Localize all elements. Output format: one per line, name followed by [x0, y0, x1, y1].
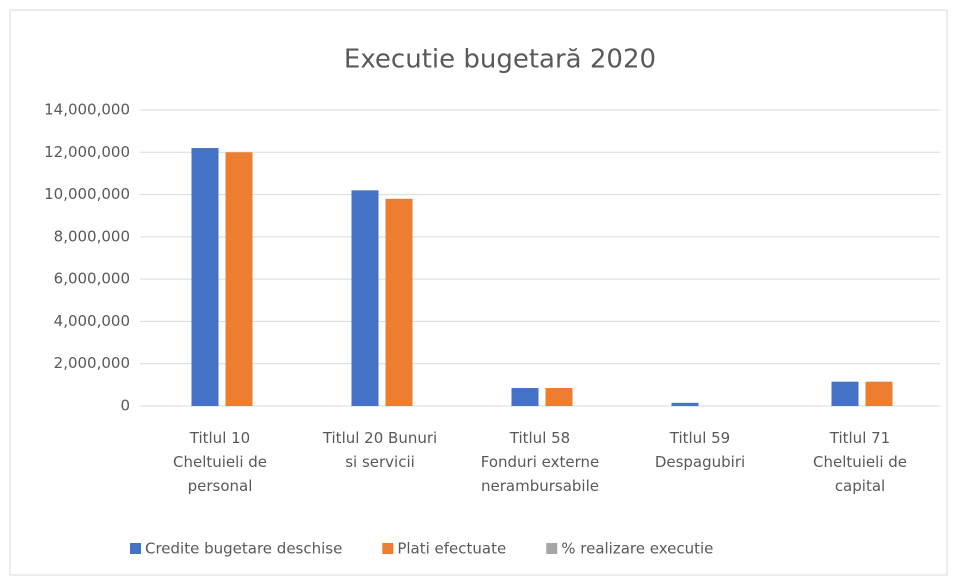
bar: [672, 403, 699, 406]
chart-title: Executie bugetară 2020: [344, 45, 656, 75]
bar: [546, 388, 573, 406]
y-tick-label: 6,000,000: [54, 270, 130, 288]
y-tick-label: 8,000,000: [54, 227, 130, 245]
chart-frame: [10, 10, 947, 575]
y-tick-label: 10,000,000: [44, 185, 130, 203]
bar: [352, 190, 379, 406]
bar: [226, 152, 253, 406]
legend-label: Credite bugetare deschise: [145, 540, 342, 558]
legend-label: % realizare executie: [561, 540, 713, 558]
y-tick-label: 2,000,000: [54, 354, 130, 372]
legend-swatch: [546, 543, 557, 554]
y-tick-label: 4,000,000: [54, 312, 130, 330]
y-tick-label: 14,000,000: [44, 101, 130, 119]
bar: [832, 382, 859, 406]
legend-swatch: [130, 543, 141, 554]
y-tick-label: 0: [120, 397, 130, 415]
bar: [866, 382, 893, 406]
y-tick-label: 12,000,000: [44, 143, 130, 161]
bar: [192, 148, 219, 406]
legend-label: Plati efectuate: [397, 540, 506, 558]
bar: [386, 199, 413, 406]
bar: [512, 388, 539, 406]
legend-swatch: [382, 543, 393, 554]
